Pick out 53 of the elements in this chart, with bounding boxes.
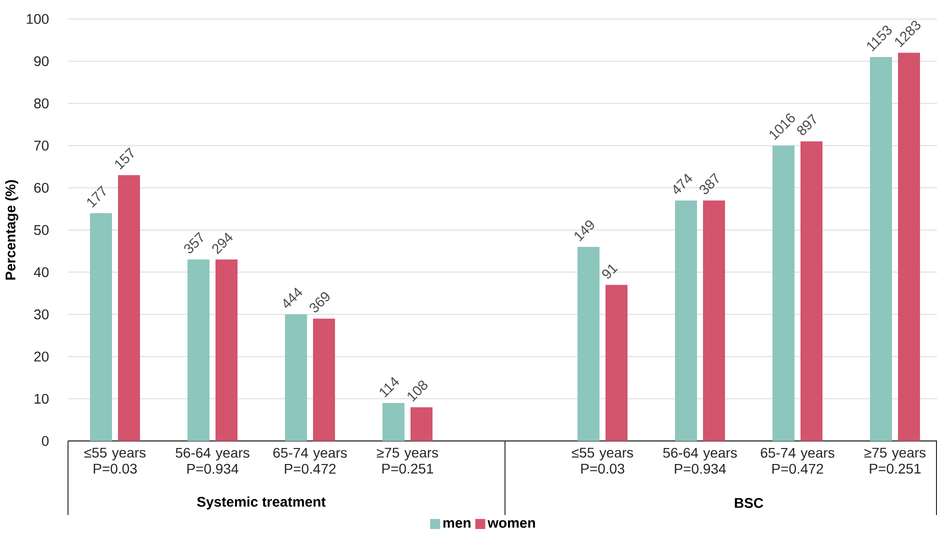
x-tick-label: ≥75 years P=0.251 <box>376 448 438 474</box>
bar <box>90 213 112 441</box>
bar <box>675 200 698 441</box>
x-tick-label: 65-74 years P=0.472 <box>273 448 347 474</box>
annotation: 108 <box>408 380 428 402</box>
y-tick-label: 60 <box>34 182 49 193</box>
x-tick-label: ≤55 years P=0.03 <box>84 448 146 474</box>
y-tick-label: 80 <box>34 98 49 108</box>
y-tick-label: 100 <box>26 14 49 24</box>
bar <box>606 284 628 441</box>
annotation: 91 <box>602 264 618 279</box>
annotation: 177 <box>87 186 106 208</box>
bar <box>216 260 238 441</box>
text: Systemic treatment <box>197 496 326 510</box>
annotation: 114 <box>380 376 400 398</box>
x-tick-label: 56-64 years P=0.934 <box>176 448 250 474</box>
y-tick-label: 20 <box>34 352 49 362</box>
bar <box>800 141 823 441</box>
annotation: 369 <box>310 292 330 312</box>
bar <box>578 246 600 441</box>
annotation: 357 <box>184 232 204 254</box>
bar <box>188 260 210 441</box>
x-tick-label: ≤55 years P=0.03 <box>572 448 634 474</box>
annotation: 157 <box>115 148 134 170</box>
bar <box>410 407 433 441</box>
bar <box>703 200 726 441</box>
y-tick-label: 0 <box>42 436 49 446</box>
bar <box>870 56 892 441</box>
legend-label: women <box>488 520 535 528</box>
bar <box>382 403 405 441</box>
x-tick-label: 65-74 years P=0.472 <box>760 448 834 474</box>
y-tick-label: 70 <box>34 140 49 151</box>
bar <box>285 314 308 441</box>
bar <box>772 146 795 441</box>
x-tick-label: 56-64 years P=0.934 <box>663 448 737 474</box>
y-tick-label: 90 <box>34 56 49 66</box>
y-tick-label: 30 <box>34 309 49 320</box>
annotation: 294 <box>212 232 233 254</box>
text: BSC <box>734 498 764 508</box>
y-tick-label: 40 <box>34 267 49 278</box>
annotation: 897 <box>797 114 816 136</box>
bar <box>898 52 920 441</box>
annotation: 474 <box>674 174 692 194</box>
legend-label: men <box>443 520 470 528</box>
bar <box>118 175 140 441</box>
bar <box>313 318 336 441</box>
y-axis-title: Percentage (%) <box>5 180 18 280</box>
y-tick-label: 10 <box>34 394 49 404</box>
annotation: 387 <box>700 172 719 194</box>
y-tick-label: 50 <box>34 225 49 235</box>
x-tick-label: ≥75 years P=0.251 <box>864 448 926 474</box>
annotation: 149 <box>574 220 594 242</box>
annotation: 444 <box>284 288 302 308</box>
